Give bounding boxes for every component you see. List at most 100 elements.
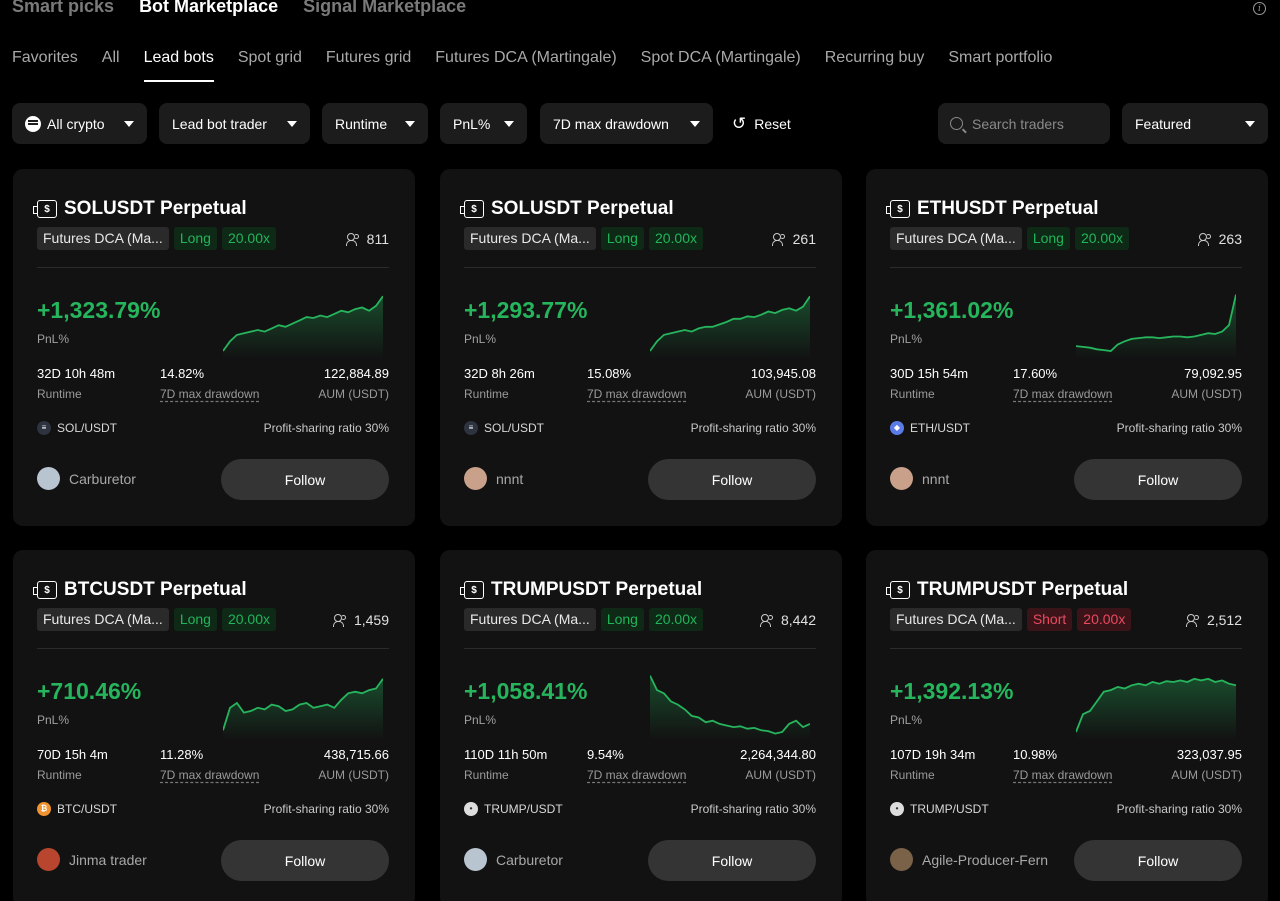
trader-avatar[interactable] bbox=[464, 467, 487, 490]
bot-tags: Futures DCA (Ma... Long 20.00x bbox=[464, 608, 704, 631]
drawdown-label[interactable]: 7D max drawdown bbox=[1013, 768, 1113, 782]
follow-button[interactable]: Follow bbox=[221, 459, 389, 500]
runtime-value: 70D 15h 4m bbox=[37, 747, 108, 762]
drawdown-stat: 17.60% 7D max drawdown bbox=[1013, 366, 1112, 401]
trader-avatar[interactable] bbox=[37, 467, 60, 490]
trader-info[interactable]: Jinma trader bbox=[37, 848, 147, 871]
trader-info[interactable]: nnnt bbox=[890, 467, 949, 490]
trader-name[interactable]: Agile-Producer-Fern bbox=[922, 851, 1049, 868]
drawdown-label[interactable]: 7D max drawdown bbox=[1013, 387, 1113, 401]
pair-coin-icon: ₿ bbox=[37, 802, 51, 816]
trader-info[interactable]: Agile-Producer-Fern bbox=[890, 848, 1048, 871]
trader-avatar[interactable] bbox=[37, 848, 60, 871]
search-traders-input[interactable] bbox=[972, 115, 1102, 132]
pnl-value: +1,392.13% bbox=[890, 678, 1014, 704]
runtime-label: Runtime bbox=[37, 768, 82, 782]
drawdown-stat: 11.28% 7D max drawdown bbox=[160, 747, 259, 782]
trader-info[interactable]: Carburetor bbox=[37, 467, 136, 490]
follow-button[interactable]: Follow bbox=[648, 840, 816, 881]
follow-button[interactable]: Follow bbox=[1074, 459, 1242, 500]
pnl-filter-dropdown[interactable]: PnL% bbox=[440, 103, 527, 144]
trader-name[interactable]: nnnt bbox=[496, 470, 524, 487]
pnl-label: PnL% bbox=[464, 713, 497, 727]
subtab-smart-portfolio[interactable]: Smart portfolio bbox=[948, 49, 1053, 66]
crypto-filter-dropdown[interactable]: All crypto bbox=[12, 103, 147, 144]
subtab-lead-bots[interactable]: Lead bots bbox=[143, 48, 215, 82]
trader-avatar[interactable] bbox=[890, 467, 913, 490]
follow-button[interactable]: Follow bbox=[648, 459, 816, 500]
bot-card[interactable]: $ BTCUSDT Perpetual Futures DCA (Ma... L… bbox=[13, 550, 415, 901]
sort-label: Featured bbox=[1135, 115, 1192, 132]
aum-label: AUM (USDT) bbox=[745, 768, 816, 782]
strategy-tag: Futures DCA (Ma... bbox=[464, 227, 596, 250]
drawdown-label[interactable]: 7D max drawdown bbox=[160, 387, 260, 401]
bot-tags: Futures DCA (Ma... Long 20.00x bbox=[37, 227, 277, 250]
aum-stat: 323,037.95 AUM (USDT) bbox=[1171, 747, 1242, 782]
direction-tag: Long bbox=[600, 227, 644, 250]
subtab-recurring-buy[interactable]: Recurring buy bbox=[824, 49, 925, 66]
tab-smart-picks[interactable]: Smart picks bbox=[12, 0, 115, 16]
subtab-favorites[interactable]: Favorites bbox=[12, 49, 78, 66]
subtab-futures-grid[interactable]: Futures grid bbox=[325, 49, 412, 66]
search-icon bbox=[950, 117, 963, 130]
pair-coin-icon: ≡ bbox=[464, 421, 478, 435]
pair-coin-icon: • bbox=[464, 802, 478, 816]
runtime-filter-dropdown[interactable]: Runtime bbox=[322, 103, 428, 144]
followers-count: 261 bbox=[771, 231, 816, 247]
drawdown-label[interactable]: 7D max drawdown bbox=[587, 387, 687, 401]
users-icon bbox=[332, 614, 349, 627]
aum-label: AUM (USDT) bbox=[1171, 768, 1242, 782]
strategy-tag: Futures DCA (Ma... bbox=[464, 608, 596, 631]
leverage-tag: 20.00x bbox=[1074, 227, 1130, 250]
follow-button[interactable]: Follow bbox=[221, 840, 389, 881]
trader-info[interactable]: Carburetor bbox=[464, 848, 563, 871]
reset-button[interactable]: ↺ Reset bbox=[732, 103, 791, 144]
trader-info[interactable]: nnnt bbox=[464, 467, 523, 490]
sort-dropdown[interactable]: Featured bbox=[1122, 103, 1268, 144]
subtab-all[interactable]: All bbox=[101, 49, 120, 66]
sparkline-line bbox=[223, 678, 383, 731]
pnl-sparkline-chart bbox=[650, 295, 810, 359]
aum-value: 79,092.95 bbox=[1184, 366, 1242, 381]
subtab-spot-grid[interactable]: Spot grid bbox=[237, 49, 302, 66]
bot-card[interactable]: $ TRUMPUSDT Perpetual Futures DCA (Ma...… bbox=[866, 550, 1268, 901]
trader-name[interactable]: Carburetor bbox=[496, 851, 563, 868]
bot-card[interactable]: $ TRUMPUSDT Perpetual Futures DCA (Ma...… bbox=[440, 550, 842, 901]
aum-value: 323,037.95 bbox=[1176, 747, 1242, 762]
subtab-futures-dca[interactable]: Futures DCA (Martingale) bbox=[435, 49, 617, 66]
trader-filter-dropdown[interactable]: Lead bot trader bbox=[159, 103, 310, 144]
bot-card[interactable]: $ ETHUSDT Perpetual Futures DCA (Ma... L… bbox=[866, 169, 1268, 526]
tab-bot-marketplace[interactable]: Bot Marketplace bbox=[139, 0, 279, 16]
bot-icon: $ bbox=[886, 200, 910, 218]
runtime-value: 32D 10h 48m bbox=[37, 366, 116, 381]
pnl-sparkline-chart bbox=[223, 295, 383, 359]
trader-avatar[interactable] bbox=[464, 848, 487, 871]
runtime-stat: 110D 11h 50m Runtime bbox=[464, 747, 547, 782]
followers-count: 263 bbox=[1197, 231, 1242, 247]
bot-card[interactable]: $ SOLUSDT Perpetual Futures DCA (Ma... L… bbox=[13, 169, 415, 526]
search-box[interactable] bbox=[938, 103, 1110, 144]
sparkline-area bbox=[223, 678, 383, 740]
followers-value: 261 bbox=[792, 231, 816, 247]
subtab-spot-dca[interactable]: Spot DCA (Martingale) bbox=[640, 49, 801, 66]
aum-stat: 79,092.95 AUM (USDT) bbox=[1171, 366, 1242, 401]
pnl-value: +1,058.41% bbox=[464, 678, 588, 704]
trader-name[interactable]: Carburetor bbox=[69, 470, 136, 487]
trader-avatar[interactable] bbox=[890, 848, 913, 871]
drawdown-filter-dropdown[interactable]: 7D max drawdown bbox=[540, 103, 713, 144]
drawdown-label[interactable]: 7D max drawdown bbox=[587, 768, 687, 782]
trader-name[interactable]: Jinma trader bbox=[69, 851, 147, 868]
caret-down-icon bbox=[287, 120, 297, 127]
bot-title-text: SOLUSDT Perpetual bbox=[64, 198, 247, 219]
aum-value: 438,715.66 bbox=[323, 747, 389, 762]
info-icon[interactable]: i bbox=[1253, 2, 1266, 15]
leverage-tag: 20.00x bbox=[1077, 608, 1132, 631]
bot-card[interactable]: $ SOLUSDT Perpetual Futures DCA (Ma... L… bbox=[440, 169, 842, 526]
follow-button[interactable]: Follow bbox=[1074, 840, 1242, 881]
trader-name[interactable]: nnnt bbox=[922, 470, 950, 487]
pair-label: ETH/USDT bbox=[910, 421, 970, 435]
divider bbox=[37, 267, 389, 268]
tab-signal-marketplace[interactable]: Signal Marketplace bbox=[303, 0, 467, 16]
pnl-label: PnL% bbox=[464, 332, 497, 346]
drawdown-label[interactable]: 7D max drawdown bbox=[160, 768, 260, 782]
